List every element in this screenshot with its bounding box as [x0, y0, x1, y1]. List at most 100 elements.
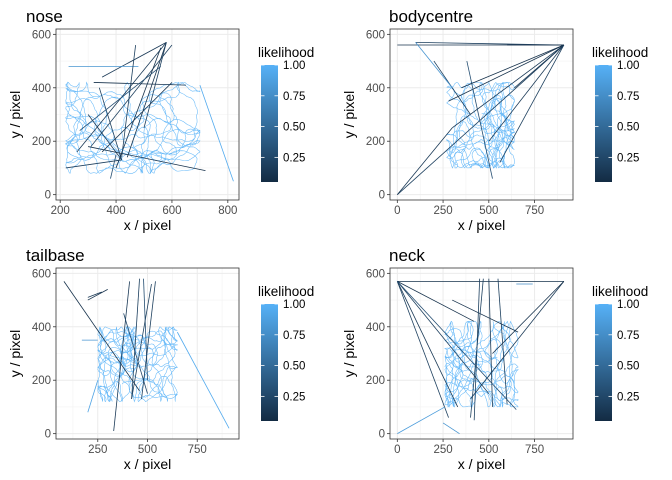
legend-label: 0.75 [617, 330, 639, 342]
x-tick-label: 200 [51, 205, 70, 217]
legend-label: 0.50 [617, 361, 639, 373]
y-tick-label: 200 [366, 136, 385, 148]
trajectory-path [444, 320, 520, 408]
trajectory-jump [397, 127, 453, 195]
trajectory-jump [488, 44, 565, 142]
y-tick-label: 200 [32, 375, 51, 387]
legend-title: likelihood [258, 45, 314, 60]
x-tick-label: 600 [162, 205, 181, 217]
trajectory-jump [143, 278, 148, 381]
y-tick-label: 400 [366, 322, 385, 334]
trajectory-jump [121, 44, 137, 158]
legend-label: 0.50 [617, 122, 639, 134]
panel-tailbase: 250 500 750 0 200 400 600 x / pixel y / pixel tai… [7, 246, 314, 472]
panel-title: bodycentre [389, 7, 473, 26]
legend-label: 0.25 [283, 391, 305, 403]
x-tick-label: 250 [433, 205, 452, 217]
y-axis-title: y / pixel [341, 91, 357, 138]
trajectory-jump [442, 422, 460, 434]
x-tick-label: 750 [188, 444, 207, 456]
x-tick-label: 0 [394, 444, 400, 456]
trajectory-jump [461, 44, 565, 89]
y-tick-label: 0 [379, 190, 385, 202]
trajectory-jump [87, 291, 102, 298]
legend-label: 1.00 [617, 60, 639, 72]
x-axis-title: x / pixel [124, 217, 171, 233]
y-tick-label: 400 [32, 322, 51, 334]
trajectory-group [63, 278, 230, 432]
trajectory-jump [87, 289, 108, 301]
trajectory-jump [90, 44, 173, 147]
x-tick-label: 500 [479, 444, 498, 456]
panel-title: nose [26, 7, 63, 26]
x-axis-title: x / pixel [458, 217, 505, 233]
trajectory-jump [452, 299, 519, 333]
y-tick-label: 200 [366, 375, 385, 387]
trajectory-jump [101, 82, 173, 153]
legend-title: likelihood [592, 284, 648, 299]
trajectory-group [397, 41, 565, 195]
panel-border [389, 267, 574, 440]
trajectory-jump [397, 281, 517, 410]
trajectory-jump [88, 146, 206, 172]
panel-title: tailbase [26, 246, 85, 265]
legend-title: likelihood [592, 45, 648, 60]
legend-colorbar [261, 304, 278, 421]
trajectory-jump [397, 44, 565, 195]
trajectory-jump [98, 87, 123, 161]
legend-label: 0.75 [283, 330, 305, 342]
x-tick-label: 0 [394, 205, 400, 217]
trajectory-jump [415, 41, 563, 46]
trajectory-jump [448, 44, 565, 102]
legend-label: 0.75 [617, 91, 639, 103]
legend-label: 0.50 [283, 361, 305, 373]
legend-title: likelihood [258, 284, 314, 299]
x-tick-label: 250 [88, 444, 107, 456]
trajectory-jump [397, 406, 446, 435]
x-axis-title: x / pixel [458, 456, 505, 472]
legend-label: 0.75 [283, 91, 305, 103]
panel-title: neck [389, 246, 425, 265]
x-tick-label: 750 [525, 444, 544, 456]
trajectory-jump [87, 380, 99, 413]
trajectory-jump [397, 281, 475, 322]
y-tick-label: 0 [45, 190, 51, 202]
y-tick-label: 0 [379, 429, 385, 441]
trajectory-jump [396, 281, 459, 408]
x-tick-label: 400 [106, 205, 125, 217]
y-axis-title: y / pixel [7, 330, 23, 377]
y-tick-label: 600 [32, 29, 51, 41]
trajectory-jump [415, 42, 453, 89]
legend-label: 1.00 [283, 299, 305, 311]
trajectory-jump [396, 281, 449, 418]
legend-colorbar [595, 304, 612, 421]
trajectory-jump [126, 42, 167, 158]
legend-colorbar [595, 65, 612, 182]
trajectory-jump [470, 278, 484, 418]
trajectory-jump [115, 47, 162, 169]
trajectory-jump [176, 331, 230, 429]
panel-border [389, 28, 574, 201]
y-tick-label: 0 [45, 429, 51, 441]
x-tick-label: 750 [525, 205, 544, 217]
x-axis-title: x / pixel [124, 456, 171, 472]
trajectory-path [64, 81, 201, 175]
trajectory-jump [113, 281, 130, 432]
y-tick-label: 400 [32, 83, 51, 95]
y-tick-label: 400 [366, 83, 385, 95]
trajectory-jump [110, 154, 117, 179]
trajectory-jump [497, 278, 508, 405]
trajectory-jump [492, 281, 565, 354]
x-tick-label: 800 [218, 205, 237, 217]
trajectory-jump [470, 281, 565, 400]
trajectory-jump [65, 159, 122, 169]
legend-label: 0.25 [617, 152, 639, 164]
x-tick-label: 500 [479, 205, 498, 217]
trajectory-group [396, 278, 565, 435]
y-axis-title: y / pixel [7, 91, 23, 138]
